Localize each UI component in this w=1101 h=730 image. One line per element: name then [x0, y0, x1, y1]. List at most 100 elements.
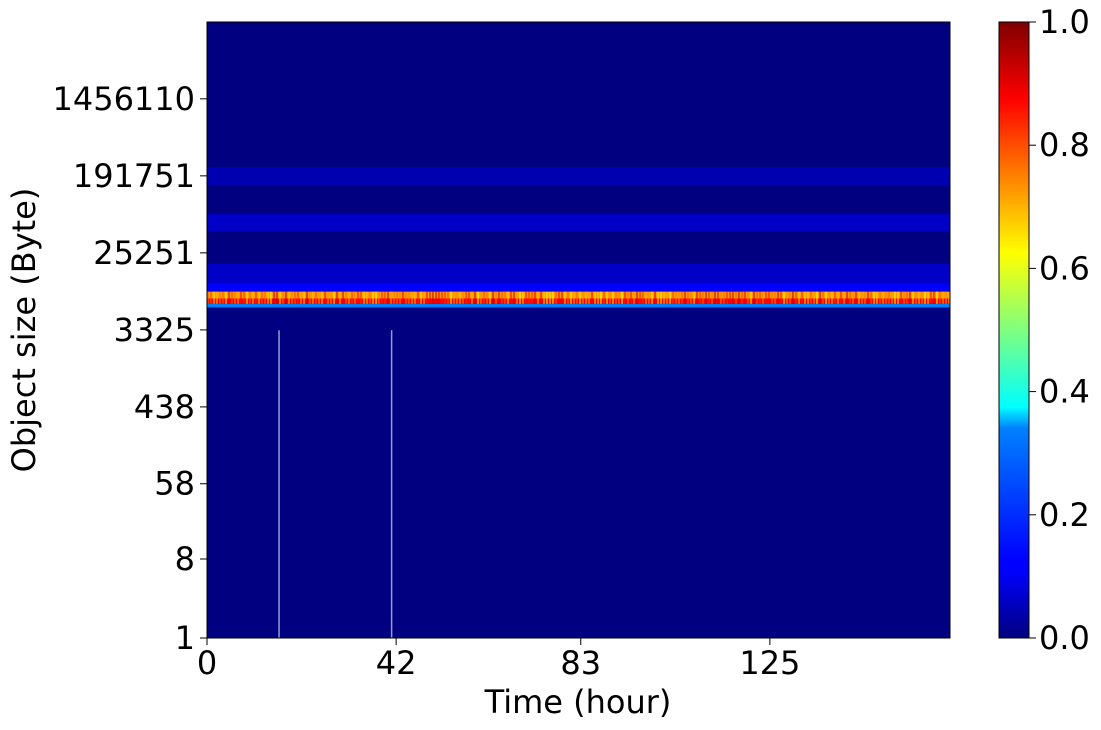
- texture-stripe: [777, 291, 779, 304]
- texture-stripe: [459, 291, 461, 304]
- texture-stripe: [225, 291, 227, 304]
- texture-stripe: [804, 291, 806, 304]
- texture-stripe: [339, 291, 341, 304]
- texture-stripe: [870, 291, 872, 304]
- texture-stripe: [501, 291, 503, 304]
- texture-stripe: [708, 291, 710, 304]
- texture-stripe: [846, 291, 848, 304]
- texture-stripe: [321, 291, 323, 304]
- texture-stripe: [213, 291, 215, 304]
- texture-stripe: [744, 291, 746, 304]
- texture-stripe: [576, 291, 578, 304]
- texture-stripe: [468, 291, 470, 304]
- texture-stripe: [714, 291, 716, 304]
- texture-stripe: [390, 291, 392, 304]
- texture-stripe: [279, 291, 281, 304]
- texture-stripe: [591, 291, 593, 304]
- y-tick-label: 3325: [114, 311, 195, 349]
- texture-stripe: [489, 291, 491, 304]
- texture-stripe: [717, 291, 719, 304]
- texture-stripe: [480, 291, 482, 304]
- texture-stripe: [693, 291, 695, 304]
- heatmap-band-4: [207, 263, 950, 284]
- texture-stripe: [543, 291, 545, 304]
- texture-stripe: [840, 291, 842, 304]
- texture-stripe: [750, 291, 752, 304]
- texture-stripe: [222, 291, 224, 304]
- texture-stripe: [906, 291, 908, 304]
- texture-stripe: [246, 291, 248, 304]
- texture-stripe: [669, 291, 671, 304]
- texture-stripe: [636, 291, 638, 304]
- texture-stripe: [504, 291, 506, 304]
- texture-stripe: [234, 291, 236, 304]
- texture-stripe: [822, 291, 824, 304]
- texture-stripe: [903, 291, 905, 304]
- texture-stripe: [792, 291, 794, 304]
- colorbar: 0.0 0.2 0.4 0.6 0.8 1.0: [998, 3, 1090, 657]
- texture-stripe: [690, 291, 692, 304]
- texture-stripe: [600, 291, 602, 304]
- texture-stripe: [780, 291, 782, 304]
- texture-stripe: [477, 291, 479, 304]
- texture-stripe: [261, 291, 263, 304]
- texture-stripe: [210, 291, 212, 304]
- texture-stripe: [813, 291, 815, 304]
- texture-stripe: [300, 291, 302, 304]
- texture-stripe: [393, 291, 395, 304]
- texture-stripe: [546, 291, 548, 304]
- texture-stripe: [900, 291, 902, 304]
- texture-stripe: [612, 291, 614, 304]
- texture-stripe: [579, 291, 581, 304]
- texture-stripe: [753, 291, 755, 304]
- texture-stripe: [231, 291, 233, 304]
- y-tick-label: 25251: [93, 234, 195, 272]
- y-tick-label: 438: [134, 388, 195, 426]
- texture-stripe: [858, 291, 860, 304]
- texture-stripe: [492, 291, 494, 304]
- texture-stripe: [606, 291, 608, 304]
- texture-stripe: [483, 291, 485, 304]
- texture-stripe: [258, 291, 260, 304]
- texture-stripe: [681, 291, 683, 304]
- texture-stripe: [825, 291, 827, 304]
- texture-stripe: [948, 291, 950, 304]
- texture-stripe: [351, 291, 353, 304]
- texture-stripe: [264, 291, 266, 304]
- texture-stripe: [537, 291, 539, 304]
- texture-stripe: [624, 291, 626, 304]
- texture-stripe: [312, 291, 314, 304]
- texture-stripe: [783, 291, 785, 304]
- colorbar-tick-label: 1.0: [1039, 3, 1090, 41]
- texture-stripe: [789, 291, 791, 304]
- colorbar-tick-label: 0.8: [1039, 126, 1090, 164]
- texture-stripe: [888, 291, 890, 304]
- texture-stripe: [702, 291, 704, 304]
- texture-stripe: [939, 291, 941, 304]
- texture-stripe: [933, 291, 935, 304]
- texture-stripe: [243, 291, 245, 304]
- texture-stripe: [570, 291, 572, 304]
- texture-stripe: [774, 291, 776, 304]
- texture-stripe: [861, 291, 863, 304]
- texture-stripe: [240, 291, 242, 304]
- y-axis: 1 8 58 438 3325 25251 191751 1456110: [52, 80, 207, 657]
- texture-stripe: [756, 291, 758, 304]
- texture-stripe: [762, 291, 764, 304]
- texture-stripe: [894, 291, 896, 304]
- texture-stripe: [573, 291, 575, 304]
- texture-stripe: [315, 291, 317, 304]
- y-tick-label: 1456110: [52, 80, 195, 118]
- heatmap-texture: [207, 291, 950, 304]
- texture-stripe: [447, 291, 449, 304]
- texture-stripe: [438, 291, 440, 304]
- texture-stripe: [564, 291, 566, 304]
- texture-stripe: [936, 291, 938, 304]
- heatmap-bands: [207, 167, 950, 308]
- texture-stripe: [216, 291, 218, 304]
- texture-stripe: [354, 291, 356, 304]
- texture-stripe: [915, 291, 917, 304]
- texture-stripe: [471, 291, 473, 304]
- texture-stripe: [645, 291, 647, 304]
- texture-stripe: [426, 291, 428, 304]
